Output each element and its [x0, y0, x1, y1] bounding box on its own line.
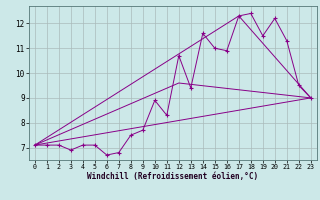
X-axis label: Windchill (Refroidissement éolien,°C): Windchill (Refroidissement éolien,°C) [87, 172, 258, 181]
